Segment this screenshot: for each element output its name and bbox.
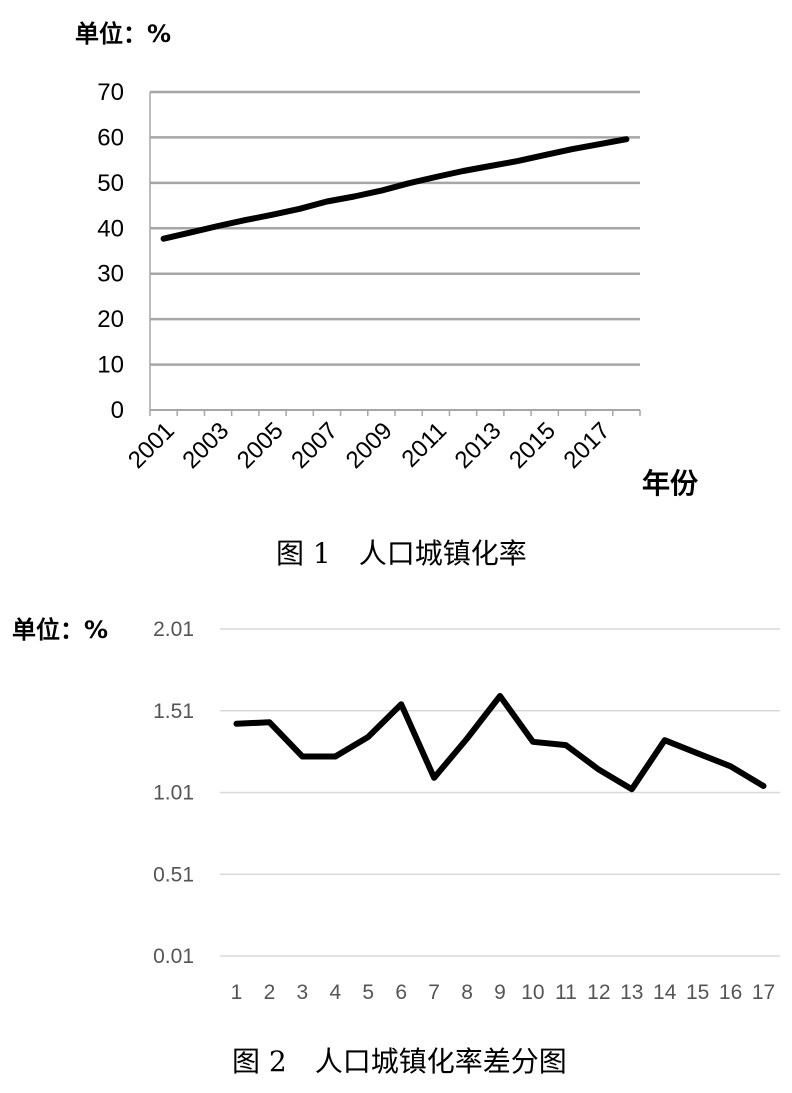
chart1-y-tick-label: 20 [97,306,124,333]
chart2-x-tick-label: 3 [297,981,309,1004]
chart2-unit-label: 单位：% [12,616,109,644]
chart2-y-tick-label: 0.01 [153,945,194,968]
chart2-x-tick-label: 11 [555,981,577,1004]
chart1-y-tick-label: 40 [97,215,124,242]
chart1-y-tick-label: 0 [111,397,124,424]
chart2-x-tick-label: 1 [231,981,243,1004]
chart1-series-line [160,136,630,242]
chart2-x-tick-label: 5 [362,981,374,1004]
chart1-y-tick-label: 60 [97,124,124,151]
chart2-urbanization-rate-difference: 0.010.511.011.512.011 2 3 4 5 6 7 8 9 10 11 12 13 14 1… [153,618,780,1004]
chart2-x-tick-label: 15 [686,981,709,1004]
chart2-caption: 图 2 人口城镇化率差分图 [232,1045,567,1078]
chart1-x-axis-title: 年份 [642,467,699,500]
chart2-y-tick-label: 1.01 [153,782,194,805]
chart2-x-tick-label: 10 [521,981,544,1004]
chart2-x-tick-label: 9 [494,981,506,1004]
chart1-y-tick-label: 30 [97,261,124,288]
chart2-y-tick-label: 0.51 [153,863,194,886]
chart2-x-tick-label: 12 [587,981,610,1004]
chart2-series-line [233,693,767,793]
chart1-y-tick-label: 50 [97,170,124,197]
chart2-x-tick-label: 14 [653,981,677,1004]
chart1-y-tick-label: 10 [97,352,124,379]
chart2-x-tick-label: 4 [329,981,341,1004]
chart2-y-tick-label: 2.01 [153,618,194,641]
chart1-y-tick-label: 70 [97,79,124,106]
chart2-y-tick-label: 1.51 [153,700,194,723]
chart2-x-tick-label: 2 [264,981,276,1004]
chart2-x-tick-label: 8 [461,981,473,1004]
chart2-x-tick-label: 13 [620,981,643,1004]
chart1-urbanization-rate: 0102030405060702001200320052007200920112… [97,79,641,474]
chart1-caption: 图 1 人口城镇化率 [276,537,527,570]
chart2-x-tick-label: 17 [752,981,775,1004]
chart1-unit-label: 单位：% [75,20,172,48]
chart2-x-tick-label: 6 [395,981,407,1004]
chart2-x-tick-label: 7 [428,981,440,1004]
chart2-x-tick-label: 16 [719,981,742,1004]
